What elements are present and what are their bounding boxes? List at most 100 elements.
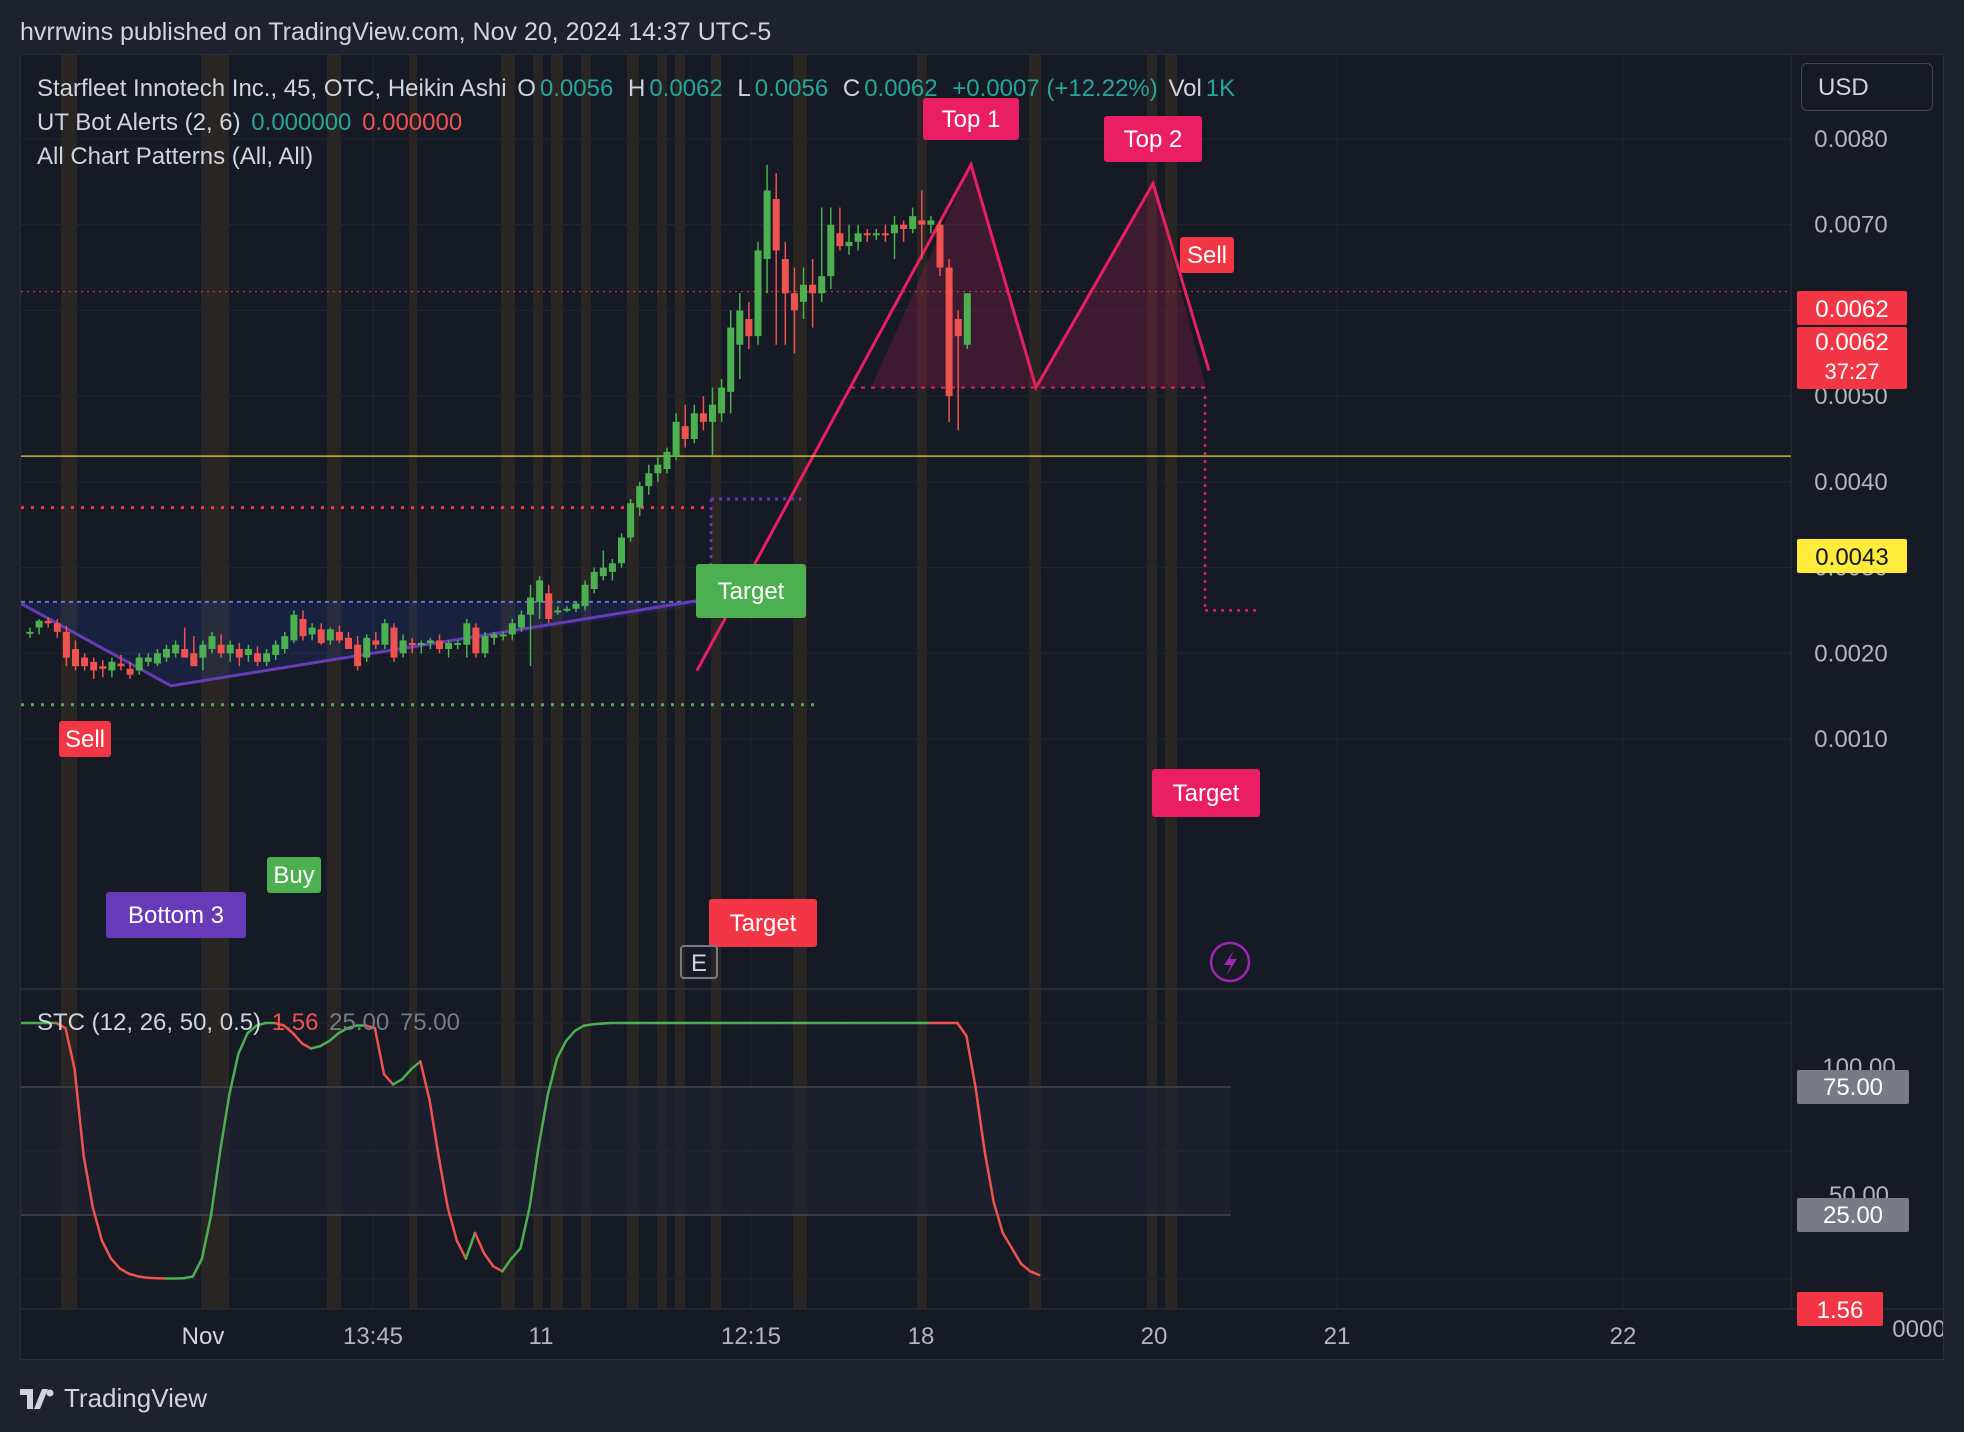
session-band [1165,55,1177,1309]
candle-body [891,224,898,234]
stc-line-segment [64,1026,76,1071]
candle-body [190,653,198,667]
stc-value: 1.56 [271,1009,319,1036]
candle-body [636,486,644,508]
stc-line-segment [191,1257,204,1278]
bottom-3-label-bg [106,892,246,938]
price-tick: 0.0010 [1814,726,1887,753]
stc-line-segment [91,1206,104,1242]
patterns-legend[interactable]: All Chart Patterns (All, All) [37,143,317,171]
session-band [533,55,543,1309]
candle-body [672,421,680,457]
candle-body [117,663,125,667]
candle-body [945,267,953,397]
chart-frame[interactable]: Sell Buy Sell Bottom 3 Top 1 Top 2 Target Targe… [20,54,1944,1360]
candle-body [599,567,607,577]
stc-line-segment [237,1031,249,1055]
stc-line-segment [73,1067,85,1158]
candle-body [217,644,225,654]
candle-body [254,653,261,662]
earnings-marker-box [680,945,718,979]
stc-line-segment [501,1257,513,1273]
stc-line-segment [246,1024,258,1035]
ut-bot-legend[interactable]: UT Bot Alerts (2, 6) 0.000000 0.000000 [37,109,466,137]
candle-body [90,661,98,671]
candle-body [681,426,689,439]
patterns-title: All Chart Patterns (All, All) [37,143,314,170]
candle-body [335,631,343,641]
earnings-marker: E [691,950,707,977]
stc-line-segment [400,1067,413,1081]
session-band [551,55,563,1309]
chart-canvas[interactable]: Sell Buy Sell Bottom 3 Top 1 Top 2 Target Targe… [21,55,1944,1360]
candle-body [163,649,170,658]
stc-line-segment [974,1085,986,1153]
stc-line-segment [455,1239,468,1260]
top-1-label: Top 1 [942,106,1001,133]
candle-body [572,603,580,609]
session-band [917,55,927,1309]
stc-high: 75.00 [399,1009,460,1036]
candle-body [81,657,89,667]
candle-body [199,644,207,658]
candle-body [936,224,944,268]
footer-brand: TradingView [64,1383,208,1413]
candle-body [144,657,152,662]
stc-band-label-bg [1797,1198,1909,1232]
candle-body [909,216,917,229]
stc-band-label: 25.00 [1823,1202,1883,1229]
bottom-pattern-line [21,598,702,688]
candle-body [881,233,889,236]
stc-band-label-bg [1797,1070,1909,1104]
price-label-bg [1797,327,1907,389]
open-value: 0.0056 [539,75,614,102]
candle-body [390,627,398,658]
candle-body [900,224,908,229]
top-pattern-fill [871,164,1036,388]
stc-line-segment [564,1029,577,1043]
target-up-label: Target [718,578,785,605]
stc-line-segment [1010,1247,1023,1265]
candle-body [326,629,334,641]
session-band [501,55,515,1309]
top-pattern-fill [1036,183,1206,388]
candle-body [426,640,434,643]
stc-line-segment [473,1231,486,1255]
change-value: +0.0007 (+12.22%) [952,75,1158,102]
session-band [711,55,721,1309]
candle-body [62,631,70,658]
candle-body [690,413,698,439]
candle-body [72,649,79,667]
stc-line-segment [546,1057,559,1096]
candle-body [126,668,134,675]
stc-line-segment [82,1154,95,1209]
stc-line-segment [528,1144,540,1209]
stc-line-segment [601,1021,613,1025]
stc-line-segment [555,1039,568,1061]
price-label-bg [1797,291,1907,325]
candle-body [554,610,562,613]
candle-body [345,637,352,649]
main-legend: Starfleet Innotech Inc., 45, OTC, Heikin… [37,75,1243,103]
candle-body [527,597,534,615]
stc-line-segment [482,1252,495,1268]
top-2-label: Top 2 [1124,126,1183,153]
stc-line-segment [491,1264,504,1273]
candle-body [836,233,844,247]
session-band [793,55,807,1309]
stc-tick: 0000 [1892,1316,1944,1343]
candle-body [709,404,716,422]
session-band [61,55,77,1309]
currency-selector[interactable]: USD [1801,63,1933,111]
candle-body [490,634,498,638]
target-down-label-1: Target [730,910,797,937]
stc-line-segment [965,1034,977,1089]
stc-line-segment [592,1022,604,1026]
stc-legend[interactable]: STC (12, 26, 50, 0.5) 1.56 25.00 75.00 [37,1009,464,1037]
candle-body [536,580,544,602]
stc-line-segment [464,1231,477,1260]
stc-line-segment [1028,1270,1041,1277]
target-down-label-2: Target [1173,780,1240,807]
ut-bot-value-2: 0.000000 [362,109,463,136]
time-tick: 18 [908,1323,935,1350]
